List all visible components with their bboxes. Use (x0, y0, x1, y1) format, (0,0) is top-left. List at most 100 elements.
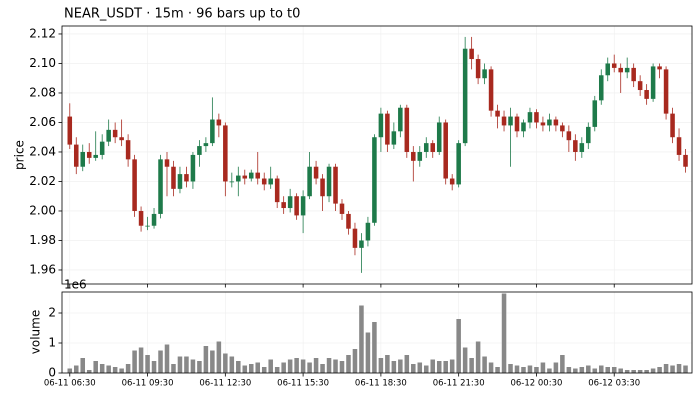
volume-bar (436, 361, 442, 373)
plot-frame (61, 25, 693, 285)
candle-body (158, 159, 163, 214)
volume-bar (650, 368, 656, 373)
y-tick-label: 1.96 (29, 262, 56, 276)
candle-body (670, 113, 675, 138)
candle-body (177, 174, 183, 189)
candle-body (67, 116, 73, 145)
candle-body (216, 119, 222, 126)
volume-bar (417, 362, 423, 373)
candle-body (294, 196, 299, 216)
volume-bar (430, 359, 436, 373)
volume-bar (138, 347, 144, 373)
volume-bar (177, 356, 183, 373)
volume-bar (294, 358, 299, 373)
x-tick-label: 06-11 15:30 (277, 379, 329, 389)
candle-body (99, 141, 105, 155)
candle-body (553, 119, 559, 126)
candle-body (346, 213, 351, 229)
candle-body (86, 151, 92, 158)
y-axis-label: price (13, 140, 27, 170)
candle-body (274, 178, 280, 203)
volume-bar (86, 370, 92, 373)
candle-body (443, 122, 448, 179)
candle-body (404, 107, 410, 152)
candle-body (287, 196, 293, 209)
volume-bar (171, 364, 176, 373)
y-tick-label: 2.08 (29, 85, 56, 99)
volume-bar (281, 362, 286, 373)
volume-bar (423, 365, 429, 373)
candle-body (112, 129, 118, 138)
chart-title: NEAR_USDT · 15m · 96 bars up to t0 (64, 7, 300, 22)
candle-body (605, 63, 611, 76)
candle-body (151, 213, 157, 226)
volume-bar (287, 359, 293, 373)
y-tick-label: 1 (48, 336, 56, 350)
volume-bar (236, 361, 241, 373)
volume-bar (644, 370, 649, 373)
volume-bar (210, 350, 215, 373)
volume-bar (598, 365, 604, 373)
candle-body (631, 67, 636, 82)
candle-body (320, 178, 325, 197)
y-tick-label: 2.06 (29, 115, 56, 129)
volume-bar (359, 305, 364, 373)
volume-bar (352, 349, 358, 373)
volume-bar (73, 365, 79, 373)
candle-body (313, 166, 319, 179)
y-tick-label: 2.00 (29, 203, 56, 217)
candle-body (411, 151, 416, 161)
volume-bar (346, 355, 351, 373)
candle-body (391, 131, 397, 145)
volume-bar (261, 367, 267, 373)
volume-bar (547, 368, 552, 373)
candle-body (449, 178, 455, 185)
candle-body (676, 137, 682, 155)
volume-bar (93, 361, 98, 373)
candle-body (268, 178, 273, 185)
volume-bar (398, 359, 403, 373)
volume-bar (508, 364, 513, 373)
volume-bar (449, 359, 455, 373)
candle-body (385, 113, 390, 145)
volume-bar (326, 358, 332, 373)
x-tick-label: 06-11 18:30 (355, 379, 407, 389)
volume-bar (657, 367, 662, 373)
y-tick-label: 2.04 (29, 144, 56, 158)
volume-bar (112, 367, 118, 373)
volume-bar (274, 367, 280, 373)
candle-body (540, 122, 546, 126)
volume-bar (482, 356, 487, 373)
x-tick-label: 06-11 06:30 (44, 379, 96, 389)
volume-bar (268, 359, 273, 373)
volume-bar (456, 319, 461, 373)
y-tick-label: 2.12 (29, 26, 56, 40)
candle-body (372, 137, 377, 223)
candle-body (352, 228, 358, 248)
volume-bar (514, 365, 520, 373)
candle-body (495, 110, 500, 117)
volume-bar (248, 364, 254, 373)
y-tick-label: 2.02 (29, 174, 56, 188)
candle-body (119, 137, 124, 141)
volume-bar (560, 355, 565, 373)
candle-body (488, 69, 494, 111)
candle-body (229, 181, 235, 183)
candle-body (132, 159, 137, 211)
candle-body (281, 202, 286, 209)
volume-bar (158, 350, 163, 373)
candle-body (618, 67, 623, 73)
volume-bar (106, 365, 111, 373)
candle-body (106, 129, 111, 142)
candle-body (566, 131, 572, 141)
volume-bar (618, 368, 623, 373)
candle-body (456, 143, 461, 185)
candle-body (521, 122, 526, 132)
candle-body (365, 222, 371, 241)
volume-bar (339, 361, 345, 373)
volume-bar (469, 358, 474, 373)
volume-bar (80, 358, 86, 373)
volume-bar (151, 361, 157, 373)
volume-bar (145, 355, 150, 373)
candle-body (333, 166, 338, 204)
